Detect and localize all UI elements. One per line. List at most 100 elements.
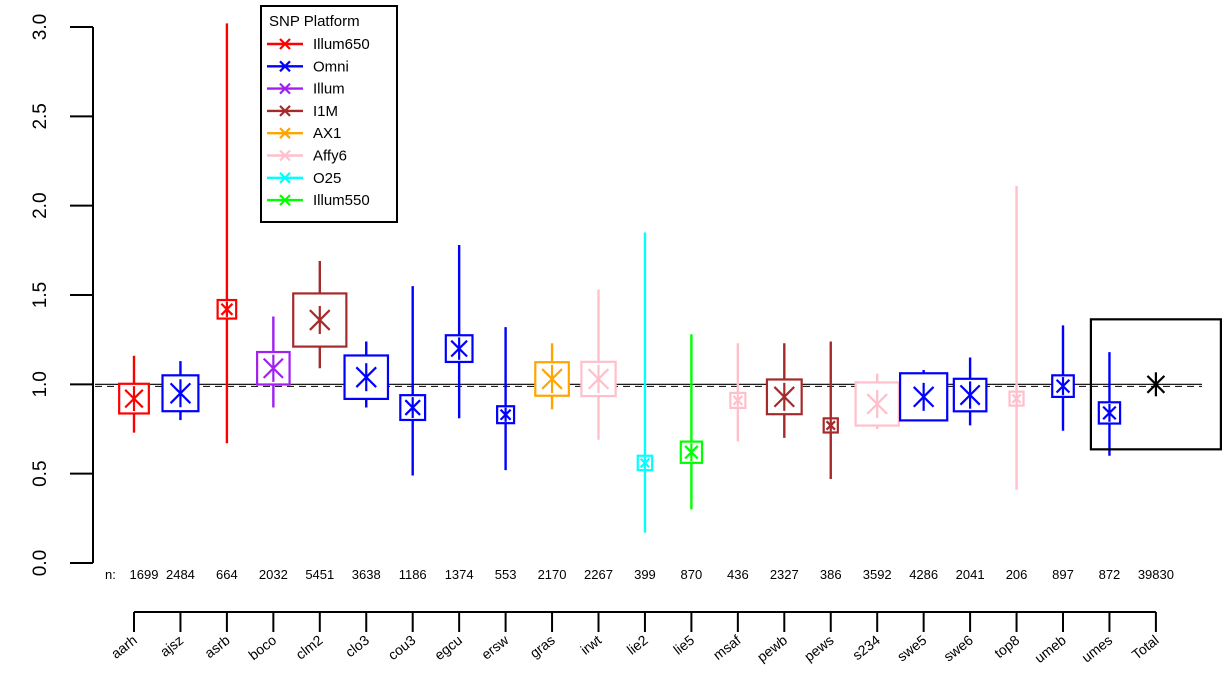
n-value: 1186 <box>399 567 427 582</box>
x-tick-label: swe6 <box>940 632 976 665</box>
estimate-umeb <box>1051 325 1075 431</box>
point-estimate <box>773 382 795 411</box>
point-estimate <box>262 354 284 382</box>
legend-entry: Illum650 <box>267 36 370 53</box>
y-tick-label: 1.5 <box>30 282 51 308</box>
estimate-clo3 <box>343 341 390 408</box>
n-value: 2267 <box>584 567 613 582</box>
n-value: 386 <box>820 567 842 582</box>
point-estimate <box>866 389 888 418</box>
point-estimate <box>169 379 192 408</box>
point-estimate <box>124 386 144 412</box>
legend-label: Illum550 <box>313 192 370 209</box>
estimate-ersw <box>496 327 516 471</box>
x-tick-label: Total <box>1129 632 1162 663</box>
n-value: 3592 <box>863 567 892 582</box>
estimate-asrb <box>216 23 238 444</box>
legend-label: AX1 <box>313 125 341 142</box>
estimate-gras <box>534 343 570 410</box>
n-value: 897 <box>1052 567 1074 582</box>
estimate-cou3 <box>399 286 427 476</box>
estimate-umes <box>1097 352 1122 456</box>
point-estimate <box>912 382 935 411</box>
legend-swatch-cross <box>279 60 291 73</box>
point-estimate <box>732 394 744 407</box>
estimate-irwt <box>580 289 617 440</box>
point-estimate <box>499 407 512 422</box>
x-tick-label: pews <box>801 632 837 665</box>
y-tick-label: 3.0 <box>30 14 51 40</box>
point-estimate <box>1055 377 1071 396</box>
y-tick-label: 2.0 <box>30 192 51 218</box>
n-value: 2484 <box>166 567 195 582</box>
n-value: 4286 <box>909 567 938 582</box>
legend-label: Illum650 <box>313 36 370 53</box>
y-tick-label: 0.0 <box>30 550 51 576</box>
n-value: 1374 <box>445 567 474 582</box>
weight-box <box>292 292 348 348</box>
x-tick-label: umeb <box>1031 632 1069 666</box>
x-tick-label: clm2 <box>293 632 326 663</box>
y-tick-label: 1.0 <box>30 371 51 397</box>
legend-label: Omni <box>313 58 349 75</box>
legend-swatch-cross <box>279 105 291 117</box>
legend-swatch-cross <box>279 149 291 162</box>
n-value: 2041 <box>956 567 985 582</box>
point-estimate <box>639 456 650 469</box>
y-tick-label: 0.5 <box>30 460 51 486</box>
x-tick-label: swe5 <box>894 632 930 665</box>
legend-label: Affy6 <box>313 148 347 165</box>
x-tick-label: clo3 <box>342 632 372 661</box>
estimate-top8 <box>1008 186 1025 490</box>
legend-entry: AX1 <box>267 125 341 142</box>
point-estimate <box>220 301 234 318</box>
n-value: 2032 <box>259 567 288 582</box>
n-value: 206 <box>1006 567 1028 582</box>
x-tick-label: egcu <box>431 632 465 663</box>
estimates-layer <box>118 23 1223 533</box>
point-estimate <box>825 419 836 432</box>
x-tick-label: pewb <box>754 632 790 665</box>
x-tick-label: msaf <box>710 632 744 663</box>
x-tick-label: umes <box>1078 632 1115 666</box>
n-value: 2170 <box>538 567 567 582</box>
x-tick-label: boco <box>245 632 279 663</box>
x-tick-label: asrb <box>201 632 232 662</box>
x-tick-label: top8 <box>991 632 1022 662</box>
legend-label: Illum <box>313 81 345 98</box>
point-estimate <box>1146 372 1166 397</box>
legend-swatch-cross <box>279 82 291 95</box>
legend-swatch-cross <box>279 127 291 139</box>
y-axis: 0.0 0.5 1.0 1.5 2.0 2.5 3.0 <box>30 14 94 576</box>
y-tick-label: 2.5 <box>30 103 51 129</box>
point-estimate <box>355 363 377 392</box>
point-estimate <box>309 306 331 335</box>
point-estimate <box>1011 392 1022 405</box>
point-estimate <box>959 381 981 409</box>
point-estimate <box>541 364 563 393</box>
point-estimate <box>1102 403 1117 422</box>
x-tick-label: gras <box>527 632 558 661</box>
x-tick-label: irwt <box>577 632 604 658</box>
n-value: 399 <box>634 567 656 582</box>
x-tick-label: cou3 <box>385 632 419 663</box>
estimate-clm2 <box>292 261 348 369</box>
estimate-pews <box>822 341 839 480</box>
legend-entry: Affy6 <box>267 148 347 165</box>
n-value: 2327 <box>770 567 799 582</box>
estimate-Total <box>1089 318 1223 451</box>
legend-swatch-cross <box>279 38 291 50</box>
n-value: 872 <box>1099 567 1121 582</box>
x-tick-label: s234 <box>849 632 883 663</box>
legend-title: SNP Platform <box>269 13 360 30</box>
legend-entry: O25 <box>267 170 341 187</box>
n-value: 5451 <box>305 567 334 582</box>
x-tick-label: lie2 <box>624 632 651 658</box>
estimate-boco <box>256 316 291 408</box>
n-value: 870 <box>681 567 703 582</box>
x-tick-label: ersw <box>478 631 512 662</box>
estimate-lie5 <box>679 334 704 510</box>
legend-label: O25 <box>313 170 341 187</box>
n-value: 436 <box>727 567 749 582</box>
